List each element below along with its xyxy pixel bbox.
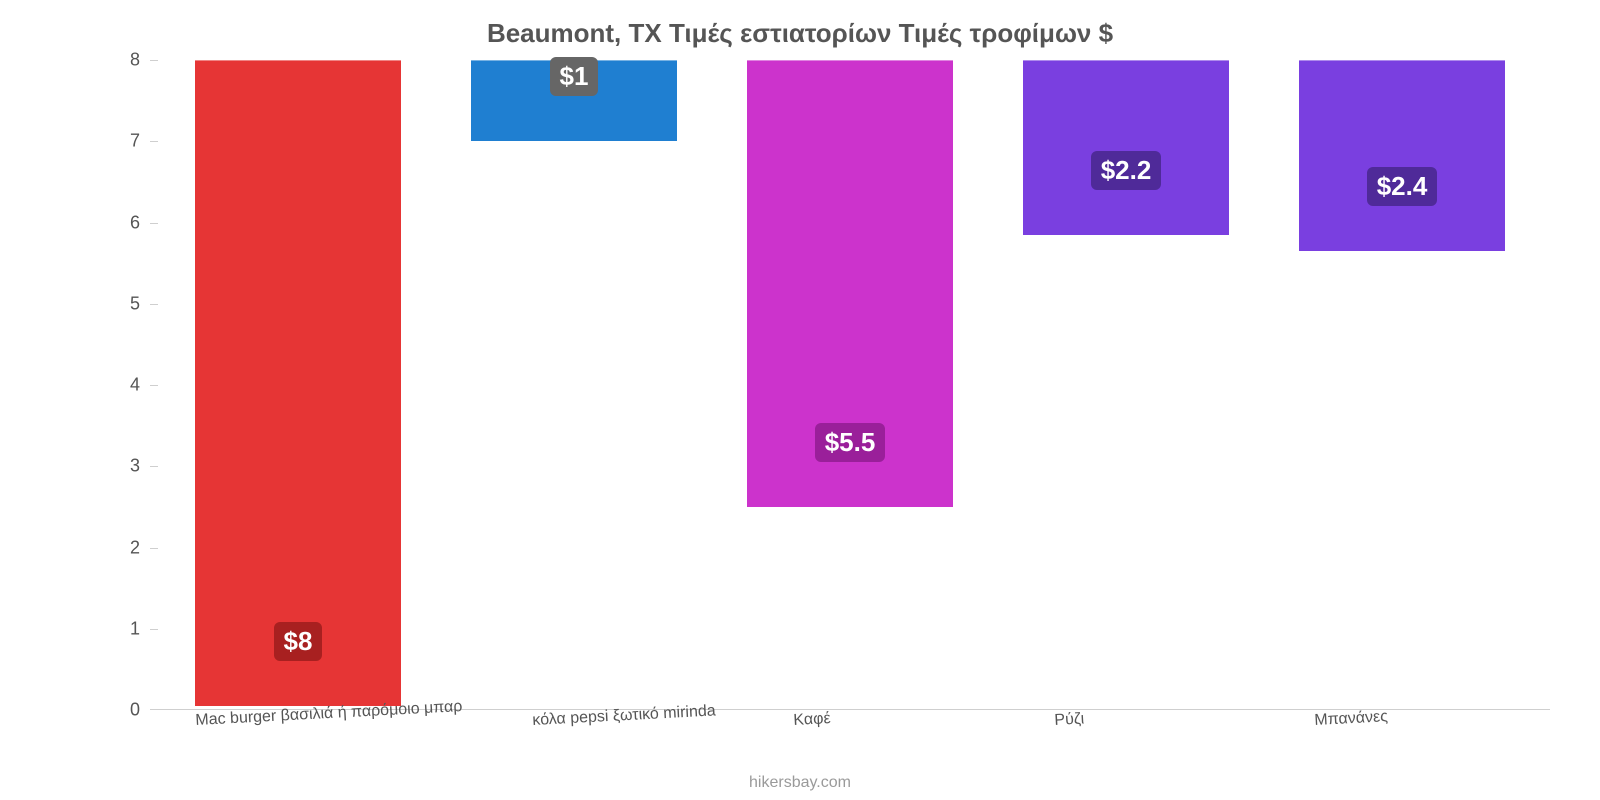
y-tick-label: 4: [130, 375, 150, 396]
bar: $2.4: [1299, 60, 1505, 710]
y-tick-label: 6: [130, 212, 150, 233]
bar: $1: [471, 60, 677, 710]
bar-value-label: $2.4: [1367, 167, 1438, 206]
y-tick-mark: [150, 629, 158, 630]
y-tick-mark: [150, 60, 158, 61]
bar-value-label: $1: [550, 57, 599, 96]
bar-rect: $2.2: [1023, 60, 1229, 235]
bar-rect: $1: [471, 60, 677, 141]
y-tick-label: 3: [130, 456, 150, 477]
y-tick-mark: [150, 466, 158, 467]
x-labels: Mac burger βασιλιά ή παρόμοιο μπαρκόλα p…: [150, 712, 1550, 730]
price-chart: Beaumont, TX Τιμές εστιατορίων Τιμές τρο…: [0, 0, 1600, 800]
chart-title: Beaumont, TX Τιμές εστιατορίων Τιμές τρο…: [0, 0, 1600, 49]
y-tick-mark: [150, 304, 158, 305]
bars-container: $8 $1 $5.5 $2.2 $2.4: [150, 60, 1550, 710]
y-tick-label: 2: [130, 537, 150, 558]
y-tick-mark: [150, 548, 158, 549]
plot-area: $8$1$5.5$2.2$2.4 012345678: [150, 60, 1550, 710]
y-tick-label: 1: [130, 618, 150, 639]
bar-rect: $8: [195, 60, 401, 706]
y-tick-label: 5: [130, 293, 150, 314]
y-tick-mark: [150, 141, 158, 142]
bar-rect: $5.5: [747, 60, 953, 507]
y-tick-label: 7: [130, 131, 150, 152]
y-tick-label: 8: [130, 50, 150, 71]
bar-value-label: $2.2: [1091, 151, 1162, 190]
bar-value-label: $8: [274, 622, 323, 661]
footer-credit: hikersbay.com: [0, 774, 1600, 792]
bar: $5.5: [747, 60, 953, 710]
y-tick-mark: [150, 223, 158, 224]
bar: $2.2: [1023, 60, 1229, 710]
bar: $8: [195, 60, 401, 710]
bar-value-label: $5.5: [815, 423, 886, 462]
y-tick-label: 0: [130, 700, 150, 721]
bar-rect: $2.4: [1299, 60, 1505, 251]
y-tick-mark: [150, 385, 158, 386]
